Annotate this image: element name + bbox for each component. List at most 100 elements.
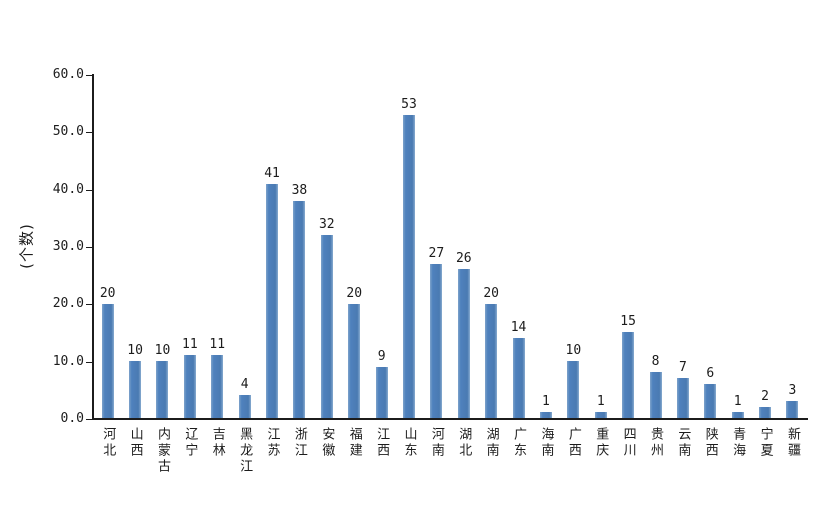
bar-河南 (430, 263, 443, 418)
bar-value-label: 20 (483, 285, 499, 301)
x-axis-label-slot: 辽宁 (176, 427, 203, 475)
x-axis-label: 广东 (511, 427, 527, 459)
bar-吉林 (211, 355, 224, 418)
x-axis-label: 新疆 (784, 427, 800, 459)
y-axis-tick-label: 0.0 (60, 411, 84, 426)
bar-value-label: 20 (346, 285, 363, 301)
bar-value-label: 3 (788, 382, 797, 398)
bar-slot: 26 (450, 75, 477, 418)
bar-value-label: 7 (678, 360, 687, 375)
bar-陕西 (704, 383, 717, 418)
y-axis-tick-mark (86, 190, 92, 191)
x-axis-label-slot: 内蒙古 (149, 427, 176, 475)
bar-value-label: 2 (761, 388, 769, 404)
bar-value-label: 15 (620, 314, 636, 330)
y-axis-tick-mark (86, 419, 92, 420)
x-axis-label: 青海 (730, 427, 746, 459)
bar-贵州 (649, 372, 662, 418)
x-axis-label-slot: 海南 (532, 427, 559, 475)
x-axis-label-slot: 江西 (368, 427, 395, 475)
x-axis-label: 湖北 (456, 427, 472, 459)
bar-value-label: 1 (596, 394, 605, 410)
bar-浙江 (293, 200, 306, 418)
x-axis-label: 河南 (428, 427, 444, 459)
x-axis-label-slot: 青海 (724, 427, 751, 475)
bar-广东 (512, 338, 525, 418)
bar-slot: 8 (642, 75, 669, 418)
x-axis-label-slot: 吉林 (204, 427, 231, 475)
bar-value-label: 32 (318, 217, 335, 233)
bar-云南 (676, 378, 689, 418)
y-axis-tick-label: 30.0 (52, 239, 84, 254)
bar-value-label: 41 (264, 165, 280, 181)
bar-slot: 10 (121, 75, 148, 418)
x-axis-label-slot: 浙江 (286, 427, 313, 475)
x-axis-label-slot: 安徽 (313, 427, 340, 475)
x-axis-label: 山西 (127, 427, 143, 459)
x-axis-label: 广西 (565, 427, 581, 459)
bar-slot: 7 (669, 75, 696, 418)
x-axis-label-slot: 云南 (669, 427, 696, 475)
y-axis-tick-label: 40.0 (52, 181, 84, 197)
y-axis-tick-mark (86, 75, 92, 76)
x-axis-label-slot: 湖南 (477, 427, 504, 475)
x-axis-label: 贵州 (648, 427, 663, 459)
bar-slot: 15 (614, 75, 641, 418)
x-axis-label: 宁夏 (757, 427, 773, 459)
y-axis-tick-label: 50.0 (52, 124, 84, 140)
x-axis-label-slot: 山西 (121, 427, 148, 475)
y-axis-tick-label: 10.0 (52, 353, 84, 369)
bar-value-label: 6 (706, 365, 715, 381)
bar-slot: 20 (341, 75, 368, 418)
x-axis-label-slot: 湖北 (450, 427, 477, 475)
bar-福建 (348, 303, 361, 418)
bar-slot: 2 (751, 75, 778, 418)
bar-value-label: 26 (455, 251, 472, 267)
x-axis-label-slot: 贵州 (642, 427, 669, 475)
bar-slot: 20 (94, 75, 121, 418)
y-axis-line (92, 74, 94, 420)
bar-value-label: 9 (377, 348, 386, 364)
y-axis-tick-mark (86, 132, 92, 133)
x-axis-label: 云南 (675, 427, 691, 459)
bar-slot: 41 (258, 75, 285, 418)
x-axis-labels: 河北 山西 内蒙古 辽宁 吉林 黑龙江 江苏 浙江 安徽 福建 江西 山东 河南 湖北 湖南 广东 海南 广西 重庆… (94, 427, 806, 475)
x-axis-label: 浙江 (291, 427, 307, 459)
x-axis-label: 辽宁 (182, 427, 198, 459)
bar-slot: 11 (204, 75, 231, 418)
x-axis-label: 吉林 (209, 427, 225, 459)
x-axis-label-slot: 陕西 (697, 427, 724, 475)
bar-辽宁 (183, 355, 196, 418)
bar-山西 (129, 360, 142, 418)
bar-value-label: 14 (510, 320, 527, 335)
bar-value-label: 8 (651, 354, 660, 370)
x-axis-label: 福建 (346, 427, 362, 459)
bar-河北 (101, 303, 114, 418)
bars-container: 20 10 10 11 11 4 41 38 32 20 9 53 27 26 20 14 1 10 1 15 8 7 6 1… (94, 75, 806, 418)
x-axis-label: 江苏 (264, 427, 280, 459)
x-axis-label: 陕西 (702, 427, 718, 459)
bar-slot: 1 (587, 75, 614, 418)
y-axis-tick-mark (86, 304, 92, 305)
bar-value-label: 11 (209, 337, 226, 353)
bar-安徽 (320, 235, 333, 418)
bar-value-label: 11 (182, 337, 198, 353)
x-axis-label: 江西 (374, 427, 390, 459)
x-axis-label-slot: 山东 (395, 427, 422, 475)
bar-黑龙江 (238, 395, 251, 418)
bar-广西 (567, 360, 580, 418)
bar-slot: 9 (368, 75, 395, 418)
bar-slot: 6 (697, 75, 724, 418)
bar-value-label: 10 (154, 342, 171, 358)
x-axis-label: 四川 (620, 427, 636, 459)
y-axis-tick-mark (86, 247, 92, 248)
x-axis-label: 内蒙古 (154, 427, 170, 475)
x-axis-label: 黑龙江 (237, 427, 253, 475)
bar-value-label: 10 (127, 342, 143, 358)
bar-slot: 27 (423, 75, 450, 418)
bar-value-label: 38 (291, 182, 308, 198)
bar-value-label: 4 (240, 377, 249, 393)
y-axis-tick-label: 60.0 (52, 67, 84, 82)
bar-重庆 (594, 412, 607, 418)
